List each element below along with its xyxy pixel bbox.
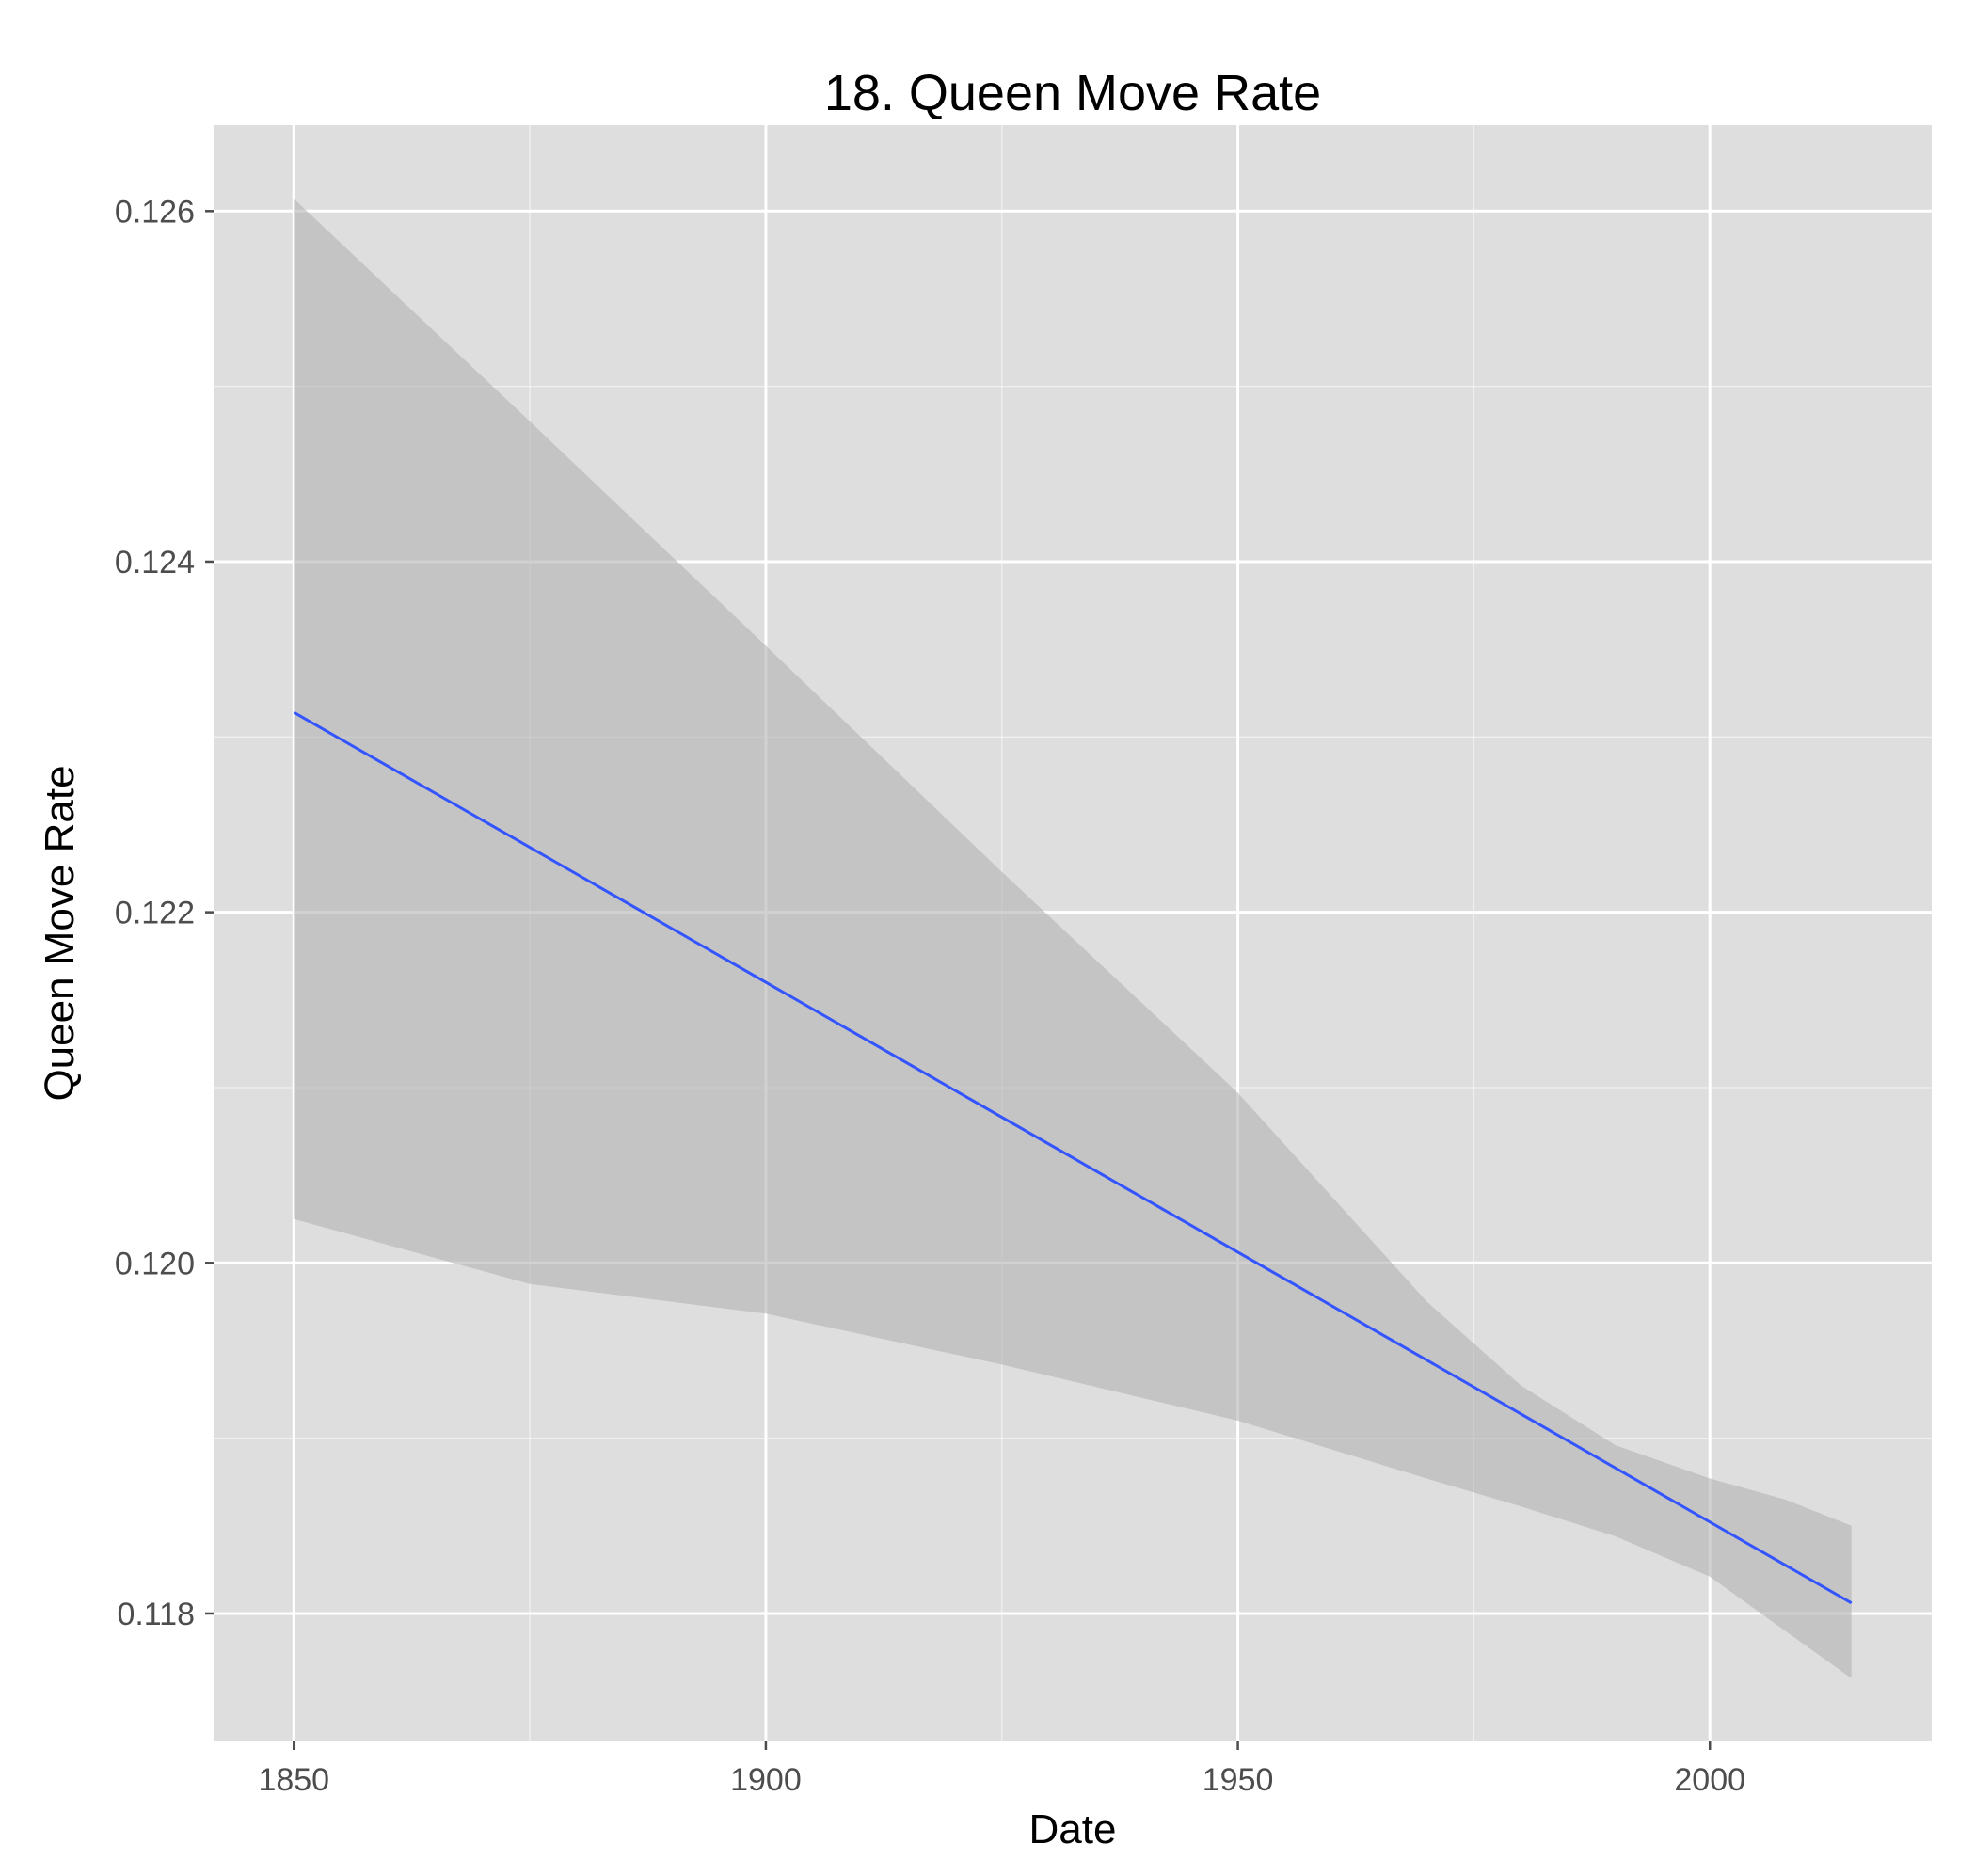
chart-title: 18. Queen Move Rate bbox=[824, 65, 1321, 121]
x-tick-label: 1850 bbox=[258, 1762, 329, 1798]
x-tick-label: 1950 bbox=[1203, 1762, 1274, 1798]
y-tick-label: 0.118 bbox=[117, 1597, 195, 1632]
y-axis-title: Queen Move Rate bbox=[37, 765, 83, 1101]
y-tick-label: 0.124 bbox=[115, 545, 195, 580]
fit-line bbox=[293, 710, 1853, 1605]
y-tick-label: 0.120 bbox=[115, 1246, 195, 1281]
y-tick-label: 0.122 bbox=[115, 896, 195, 931]
confidence-band bbox=[294, 199, 1852, 1678]
y-axis-ticks: 0.118 0.120 0.122 0.124 0.126 bbox=[115, 194, 214, 1632]
x-axis-ticks: 1850 1900 1950 2000 bbox=[258, 1741, 1745, 1798]
x-tick-label: 1900 bbox=[730, 1762, 802, 1798]
x-axis-title: Date bbox=[1029, 1806, 1117, 1852]
y-tick-label: 0.126 bbox=[115, 194, 195, 230]
x-tick-label: 2000 bbox=[1674, 1762, 1745, 1798]
major-gridlines bbox=[214, 125, 1932, 1741]
